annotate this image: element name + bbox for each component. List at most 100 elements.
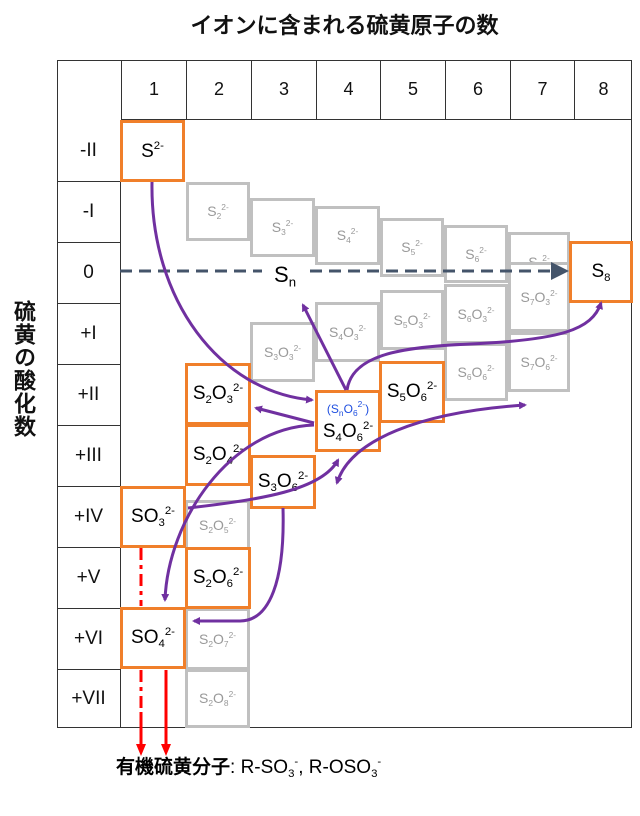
formula: S2O72-	[199, 630, 236, 649]
formula: S6O32-	[457, 305, 494, 324]
formula-sub: 8	[223, 697, 229, 708]
formula-base: S	[192, 382, 206, 404]
formula-sub: 3	[353, 331, 359, 342]
formula-base: S	[192, 566, 206, 588]
formula-sub: 2	[205, 454, 212, 467]
formula-sub: 3	[273, 351, 278, 362]
arrow-double-s3o6-s6o6	[334, 401, 527, 485]
formula-sub: 2	[208, 524, 213, 535]
formula-mid: O	[407, 311, 419, 328]
formula-sub: 3	[288, 767, 295, 780]
formula-mid: O	[213, 516, 224, 533]
formula-base: S	[457, 305, 467, 322]
formula-sub: 6	[466, 371, 472, 382]
species-box-S2O4: S2O42-	[185, 424, 251, 486]
formula-base: S	[520, 288, 530, 305]
formula-sub: 3	[270, 481, 277, 494]
formula-base: S	[207, 202, 217, 219]
red-arrowhead-right	[161, 744, 171, 756]
formula-mid: O	[278, 343, 289, 360]
formula: S5O32-	[393, 311, 430, 330]
formula-sub: 5	[410, 246, 416, 257]
formula: S2O32-	[193, 382, 243, 406]
formula-charge: 2-	[233, 566, 244, 579]
species-box-S3O6: S3O62-	[250, 455, 316, 509]
formula: S42-	[337, 226, 358, 245]
formula-sup: -	[294, 756, 299, 769]
species-box-S3_2m: S32-	[250, 198, 315, 257]
arrow-s4o6-to-so4	[161, 423, 315, 602]
formula: S52-	[401, 238, 422, 257]
species-box-S3O3: S3O32-	[250, 322, 315, 382]
formula-mid: O	[405, 380, 421, 402]
species-box-S2O6: S2O62-	[185, 547, 251, 609]
formula: S8	[591, 261, 610, 284]
formula-sub: 5	[399, 391, 406, 404]
formula-charge: 2-	[298, 470, 309, 483]
formula-sub: 6	[545, 361, 551, 372]
species-box-S6O3: S6O32-	[444, 284, 508, 344]
species-box-SO4: SO42-	[120, 607, 186, 669]
formula-base: S	[520, 353, 530, 370]
row-header--I: -I	[57, 181, 121, 242]
formula-charge: 2-	[228, 629, 237, 640]
y-axis-label: 硫黄の酸化数	[10, 300, 35, 438]
formula-sub: 3	[545, 296, 551, 307]
formula-mid: O	[213, 630, 224, 647]
diagram-title: イオンに含まれる硫黄原子の数	[190, 14, 499, 39]
formula-sub: 2	[205, 393, 212, 406]
formula-sub: 8	[604, 271, 611, 284]
arrow-so3-to-s3o6	[187, 458, 340, 510]
red-arrowhead-left	[136, 744, 146, 756]
formula-base: S	[328, 323, 339, 340]
arrow-s4o6-to-s2o3	[254, 405, 315, 425]
formula-mid: O	[471, 305, 483, 322]
formula-base: S	[192, 443, 206, 465]
formula: S2O62-	[193, 566, 243, 590]
formula: S2O82-	[199, 689, 236, 708]
formula-part: : R-SO	[230, 757, 289, 778]
species-box-S6_2m: S62-	[444, 225, 508, 283]
formula: SO32-	[131, 505, 175, 529]
arrow-s2-to-s4o6	[150, 181, 314, 404]
species-box-S4_2m: S42-	[315, 206, 380, 265]
formula-charge: 2-	[550, 352, 558, 363]
formula-base: S	[393, 311, 403, 328]
formula: S7O62-	[520, 353, 557, 372]
formula-charge: 2-	[228, 689, 237, 700]
arrow-s3o6-to-s2o7	[192, 507, 285, 625]
formula-mid: O	[534, 288, 546, 305]
formula: S7O32-	[520, 288, 557, 307]
species-box-S2_2m: S22-	[186, 182, 250, 241]
column-header-2: 2	[186, 60, 251, 120]
formula-sub: 2	[205, 577, 212, 590]
formula-part: , R-OSO	[298, 757, 372, 778]
species-box-S6O6: S6O62-	[444, 343, 508, 401]
formula-charge: 2-	[285, 218, 294, 229]
formula-mid: O	[213, 689, 224, 706]
formula-charge: 2-	[228, 515, 237, 526]
formula: S2O42-	[193, 443, 243, 467]
formula: S4O32-	[329, 323, 366, 342]
formula: S62-	[465, 245, 486, 264]
formula-sub: 3	[371, 767, 378, 780]
grid-frame	[57, 60, 632, 728]
formula-base: S	[465, 245, 475, 262]
formula-sub: 7	[529, 361, 535, 372]
formula-sub: 4	[158, 637, 165, 650]
formula-sub: 3	[418, 319, 424, 330]
formula-sub: 5	[223, 524, 229, 535]
arrow-s4o6-to-sn	[301, 303, 348, 391]
column-header-5: 5	[380, 60, 445, 120]
formula-base: S	[198, 516, 209, 533]
formula-sub: 3	[281, 226, 286, 237]
formula-charge: 2-	[415, 238, 423, 249]
formula-charge: 2-	[153, 139, 164, 152]
formula-sup: -	[377, 756, 382, 769]
formula-charge: 2-	[542, 252, 550, 263]
formula-sub: 6	[482, 371, 488, 382]
formula-sub: 6	[474, 253, 480, 264]
formula-charge: 2-	[487, 304, 495, 315]
row-header-+III: +III	[57, 425, 121, 486]
